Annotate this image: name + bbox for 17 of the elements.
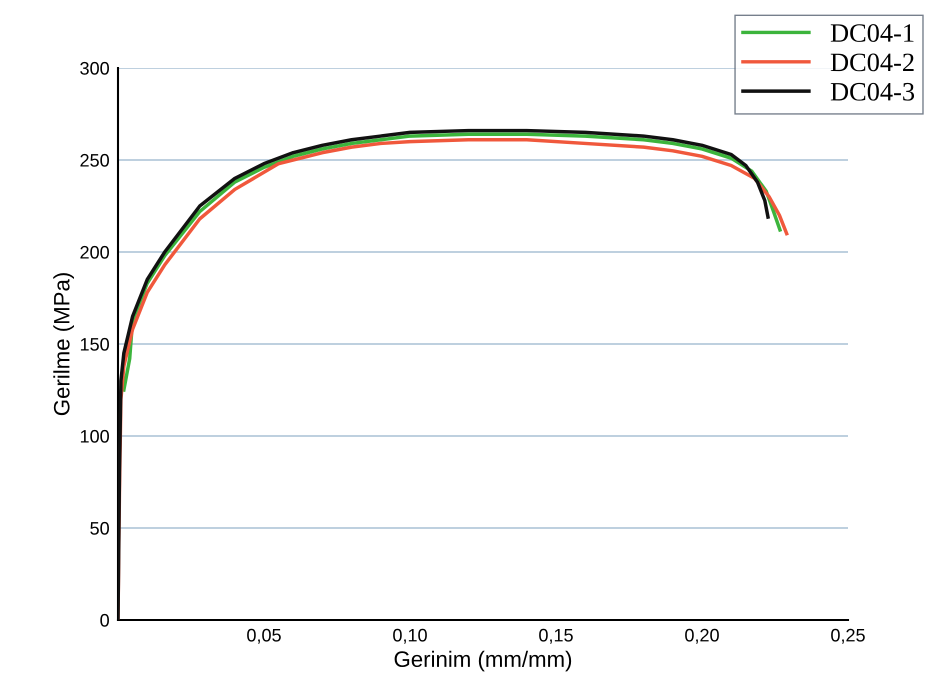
y-tick-label: 200 <box>80 246 109 259</box>
y-tick-label: 50 <box>90 522 109 535</box>
legend-label: DC04-1 <box>830 24 914 42</box>
y-tick-label: 250 <box>80 154 109 167</box>
x-tick-label: 0,10 <box>393 628 427 644</box>
y-tick-label: 100 <box>80 430 109 443</box>
legend-label: DC04-3 <box>830 82 914 101</box>
x-tick-label: 0,05 <box>247 628 281 644</box>
y-tick-label: 0 <box>100 614 109 627</box>
y-tick-label: 300 <box>80 62 109 75</box>
x-axis-title: Gerinim (mm/mm) <box>394 650 572 672</box>
x-tick-label: 0,25 <box>831 628 865 644</box>
y-axis-title: Gerilme (MPa) <box>53 273 74 416</box>
x-tick-label: 0,15 <box>539 628 573 644</box>
legend-label: DC04-2 <box>830 53 914 72</box>
x-tick-label: 0,20 <box>685 628 719 644</box>
y-tick-label: 150 <box>80 338 109 351</box>
